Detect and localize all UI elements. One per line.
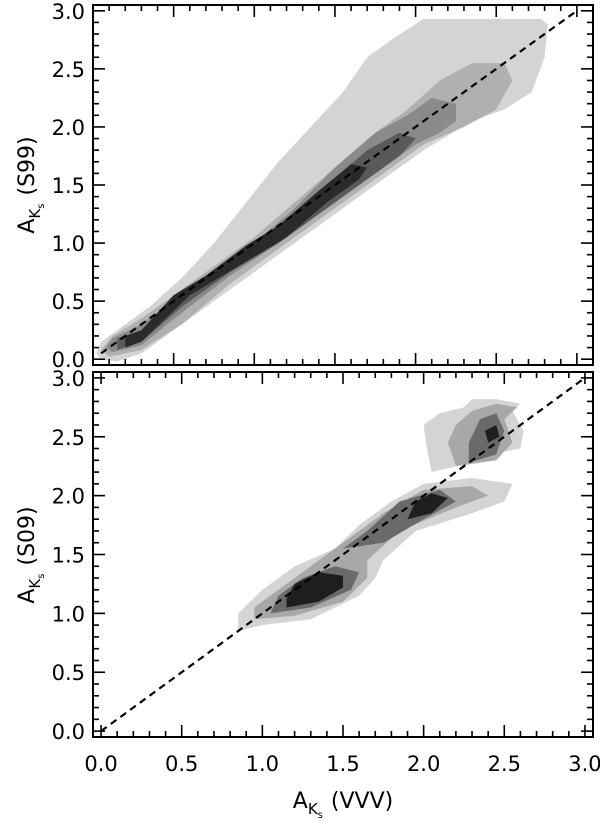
y-tick-label: 2.0 bbox=[52, 485, 85, 509]
panel-bottom: 0.0 0.5 1.0 1.5 2.0 2.5 3.0 0.0 0.5 1.0 1.5 2.0 2.5… bbox=[15, 367, 600, 821]
x-axis-label-main: A bbox=[293, 789, 308, 814]
y-tick-label: 3.0 bbox=[52, 0, 85, 24]
contour-region-8 bbox=[407, 493, 448, 520]
y-tick-label: 0.0 bbox=[52, 348, 85, 372]
x-tick-label: 1.0 bbox=[246, 752, 279, 776]
x-tick-label: 0.0 bbox=[84, 752, 117, 776]
xtick-labels-bottom: 0.0 0.5 1.0 1.5 2.0 2.5 3.0 bbox=[84, 752, 600, 776]
y-axis-label-top-rest: (S99) bbox=[15, 136, 40, 195]
y-tick-label: 3.0 bbox=[52, 367, 85, 391]
y-tick-label: 2.5 bbox=[52, 426, 85, 450]
ticks-bottom bbox=[93, 372, 593, 737]
x-tick-label: 2.0 bbox=[407, 752, 440, 776]
y-axis-label-bottom-rest: (S09) bbox=[15, 506, 40, 565]
y-tick-label: 1.5 bbox=[52, 544, 85, 568]
identity-line-bottom bbox=[100, 376, 586, 733]
ytick-labels-top: 0.0 0.5 1.0 1.5 2.0 2.5 3.0 bbox=[52, 0, 85, 372]
y-tick-label: 2.0 bbox=[52, 116, 85, 140]
y-axis-label-top-sub: K bbox=[26, 208, 44, 219]
y-axis-label-bottom-main: A bbox=[15, 589, 40, 604]
ticks-top bbox=[92, 5, 593, 365]
contour-region-7 bbox=[286, 572, 343, 608]
y-axis-label-bottom-sub: K bbox=[26, 578, 44, 589]
y-tick-label: 0.5 bbox=[52, 661, 85, 685]
panel-top: 0.0 0.5 1.0 1.5 2.0 2.5 3.0 AKs (S99) bbox=[15, 0, 594, 372]
y-tick-label: 1.0 bbox=[52, 602, 85, 626]
contour-region-4 bbox=[125, 164, 368, 348]
y-axis-label-bottom-subsub: s bbox=[36, 574, 47, 579]
y-axis-label-top: AKs (S99) bbox=[15, 136, 47, 233]
contour-region-9 bbox=[484, 425, 500, 443]
contours-top bbox=[96, 18, 548, 362]
y-axis-label-top-subsub: s bbox=[36, 204, 47, 209]
y-tick-label: 2.5 bbox=[52, 58, 85, 82]
identity-line-top bbox=[100, 9, 578, 355]
x-tick-label: 3.0 bbox=[568, 752, 600, 776]
x-axis-label: AKs (VVV) bbox=[293, 789, 393, 821]
x-axis-label-rest: (VVV) bbox=[331, 789, 393, 814]
y-tick-label: 0.0 bbox=[52, 720, 85, 744]
y-tick-label: 1.0 bbox=[52, 232, 85, 256]
x-tick-label: 0.5 bbox=[165, 752, 198, 776]
y-tick-label: 1.5 bbox=[52, 174, 85, 198]
y-axis-label-top-main: A bbox=[15, 219, 40, 234]
contours-bottom bbox=[238, 399, 524, 631]
y-tick-label: 0.5 bbox=[52, 290, 85, 314]
y-axis-label-bottom: AKs (S09) bbox=[15, 506, 47, 603]
x-tick-label: 2.5 bbox=[488, 752, 521, 776]
x-axis-label-sub: K bbox=[308, 800, 319, 818]
x-axis-label-subsub: s bbox=[318, 810, 323, 821]
ytick-labels-bottom: 0.0 0.5 1.0 1.5 2.0 2.5 3.0 bbox=[52, 367, 85, 744]
x-tick-label: 1.5 bbox=[326, 752, 359, 776]
